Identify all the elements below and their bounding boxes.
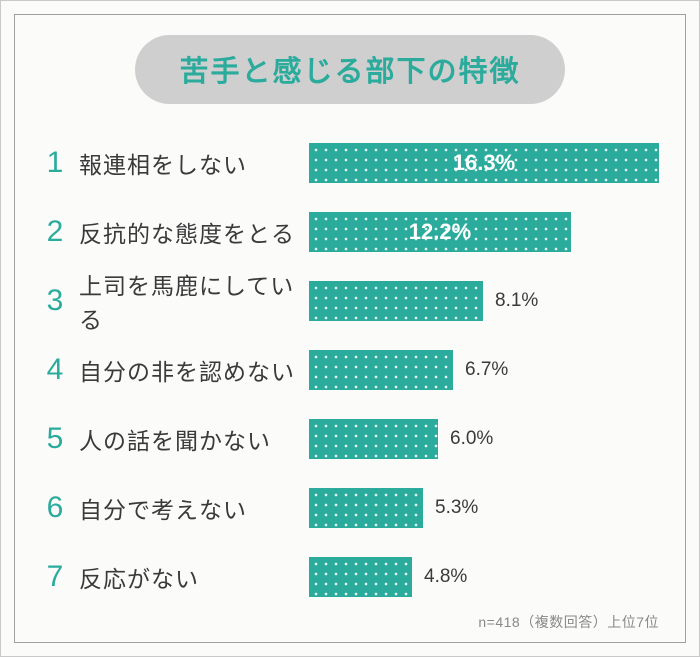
chart-row: 5 人の話を聞かない 6.0% (37, 414, 663, 464)
chart-row: 1 報連相をしない 16.3% (37, 138, 663, 188)
value-label: 6.7% (465, 359, 508, 381)
bar (309, 488, 423, 528)
value-label: 12.2% (409, 219, 471, 245)
value-label: 6.0% (450, 428, 493, 450)
footnote: n=418（複数回答）上位7位 (478, 612, 659, 632)
row-label: 自分で考えない (73, 491, 309, 525)
outer-frame: 苦手と感じる部下の特徴 1 報連相をしない 16.3% 2 反抗的な態度をとる … (0, 0, 700, 657)
bar: 16.3% (309, 143, 659, 183)
bar-zone: 12.2% (309, 212, 663, 252)
value-label: 4.8% (424, 566, 467, 588)
inner-frame: 苦手と感じる部下の特徴 1 報連相をしない 16.3% 2 反抗的な態度をとる … (14, 14, 686, 643)
chart-row: 7 反応がない 4.8% (37, 552, 663, 602)
bar: 12.2% (309, 212, 571, 252)
row-label: 報連相をしない (73, 146, 309, 180)
chart-row: 4 自分の非を認めない 6.7% (37, 345, 663, 395)
bar-zone: 16.3% (309, 143, 663, 183)
rank-number: 1 (37, 148, 73, 178)
row-label: 人の話を聞かない (73, 422, 309, 456)
row-label: 上司を馬鹿にしている (73, 267, 309, 335)
bar-zone: 8.1% (309, 281, 663, 321)
row-label: 反応がない (73, 560, 309, 594)
chart-title: 苦手と感じる部下の特徴 (135, 35, 565, 104)
rank-number: 7 (37, 562, 73, 592)
bar (309, 281, 483, 321)
bar-zone: 5.3% (309, 488, 663, 528)
bar-zone: 6.7% (309, 350, 663, 390)
rank-number: 5 (37, 424, 73, 454)
bar (309, 350, 453, 390)
bar (309, 557, 412, 597)
chart-row: 2 反抗的な態度をとる 12.2% (37, 207, 663, 257)
value-label: 16.3% (453, 150, 515, 176)
rank-number: 3 (37, 286, 73, 316)
rank-number: 2 (37, 217, 73, 247)
row-label: 反抗的な態度をとる (73, 215, 309, 249)
rank-number: 4 (37, 355, 73, 385)
value-label: 5.3% (435, 497, 478, 519)
chart-row: 6 自分で考えない 5.3% (37, 483, 663, 533)
rank-number: 6 (37, 493, 73, 523)
value-label: 8.1% (495, 290, 538, 312)
bar-zone: 6.0% (309, 419, 663, 459)
bar (309, 419, 438, 459)
row-label: 自分の非を認めない (73, 353, 309, 387)
bar-zone: 4.8% (309, 557, 663, 597)
chart-row: 3 上司を馬鹿にしている 8.1% (37, 276, 663, 326)
